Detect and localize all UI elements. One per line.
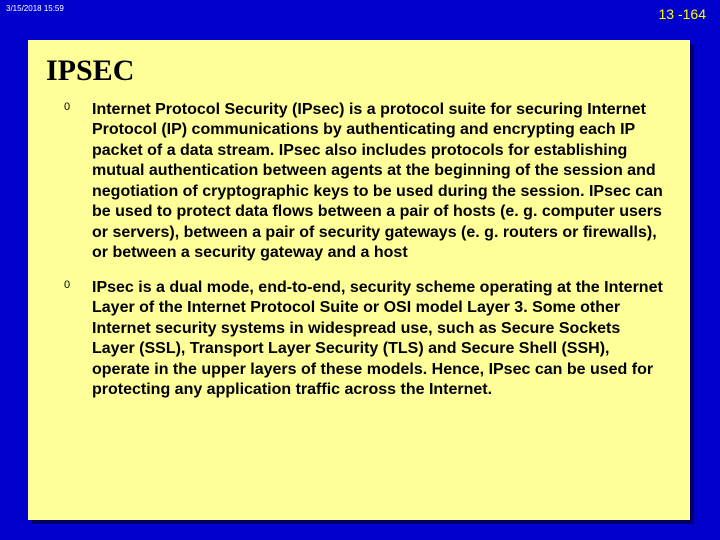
page-number: 13 -164 (659, 6, 706, 22)
slide: 3/15/2018 15:59 13 -164 IPSEC Internet P… (0, 0, 720, 540)
bullet-item: IPsec is a dual mode, end-to-end, securi… (64, 278, 666, 401)
timestamp: 3/15/2018 15:59 (6, 4, 64, 13)
bullet-list: Internet Protocol Security (IPsec) is a … (46, 100, 672, 401)
bullet-item: Internet Protocol Security (IPsec) is a … (64, 100, 666, 264)
slide-title: IPSEC (46, 54, 672, 88)
content-box: IPSEC Internet Protocol Security (IPsec)… (28, 40, 690, 520)
